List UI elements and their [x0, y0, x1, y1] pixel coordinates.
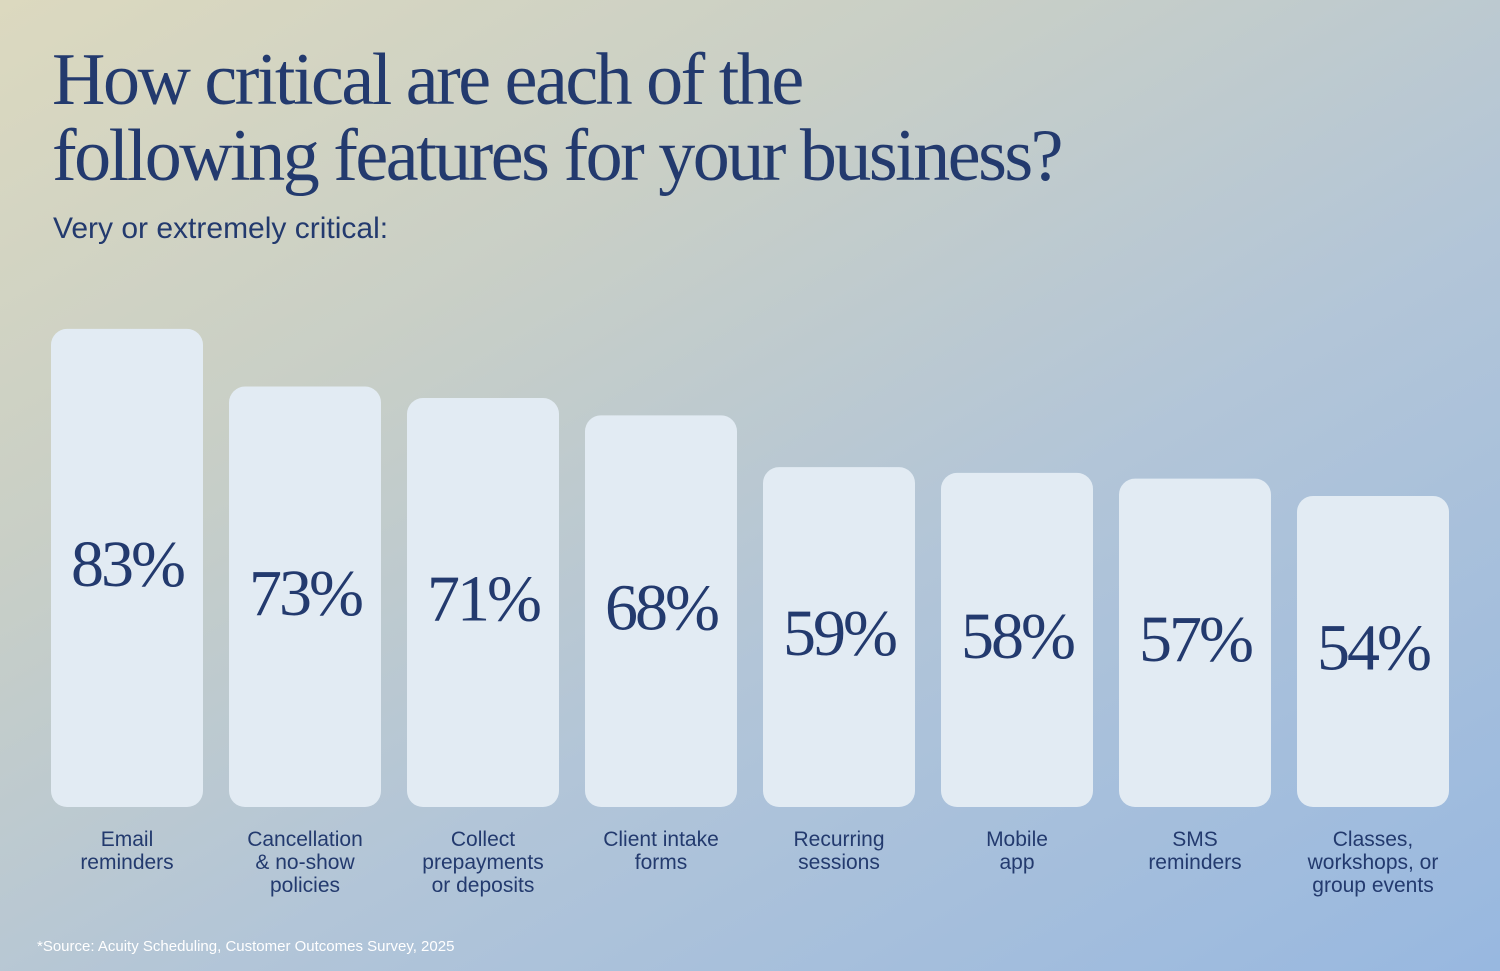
chart-subtitle: Very or extremely critical: — [53, 212, 389, 245]
value-label: 73% — [249, 557, 362, 630]
bar — [941, 472, 1093, 807]
value-label: 57% — [1139, 603, 1252, 676]
bar — [407, 398, 559, 807]
bar — [1119, 478, 1271, 807]
value-label: 68% — [605, 571, 718, 644]
bar — [1297, 495, 1449, 807]
category-label: Recurring sessions — [793, 828, 885, 874]
bar — [51, 328, 203, 807]
category-label: Cancellation & no-show policies — [247, 828, 363, 897]
bar — [229, 386, 381, 807]
bar — [763, 467, 915, 807]
category-label: Email reminders — [80, 828, 174, 874]
category-label: Collect prepayments or deposits — [422, 828, 544, 897]
value-label: 71% — [427, 563, 540, 636]
category-label: Mobile app — [986, 828, 1048, 874]
chart-title: How critical are each of the following f… — [52, 39, 1064, 197]
category-label: Client intake forms — [603, 828, 719, 874]
source-note: *Source: Acuity Scheduling, Customer Out… — [37, 938, 455, 955]
value-label: 59% — [783, 597, 896, 670]
category-label: SMS reminders — [1148, 828, 1242, 874]
bar — [585, 415, 737, 807]
value-label: 58% — [961, 600, 1074, 673]
value-label: 83% — [71, 528, 184, 601]
value-label: 54% — [1317, 612, 1430, 685]
category-label: Classes, workshops, or group events — [1307, 828, 1439, 897]
